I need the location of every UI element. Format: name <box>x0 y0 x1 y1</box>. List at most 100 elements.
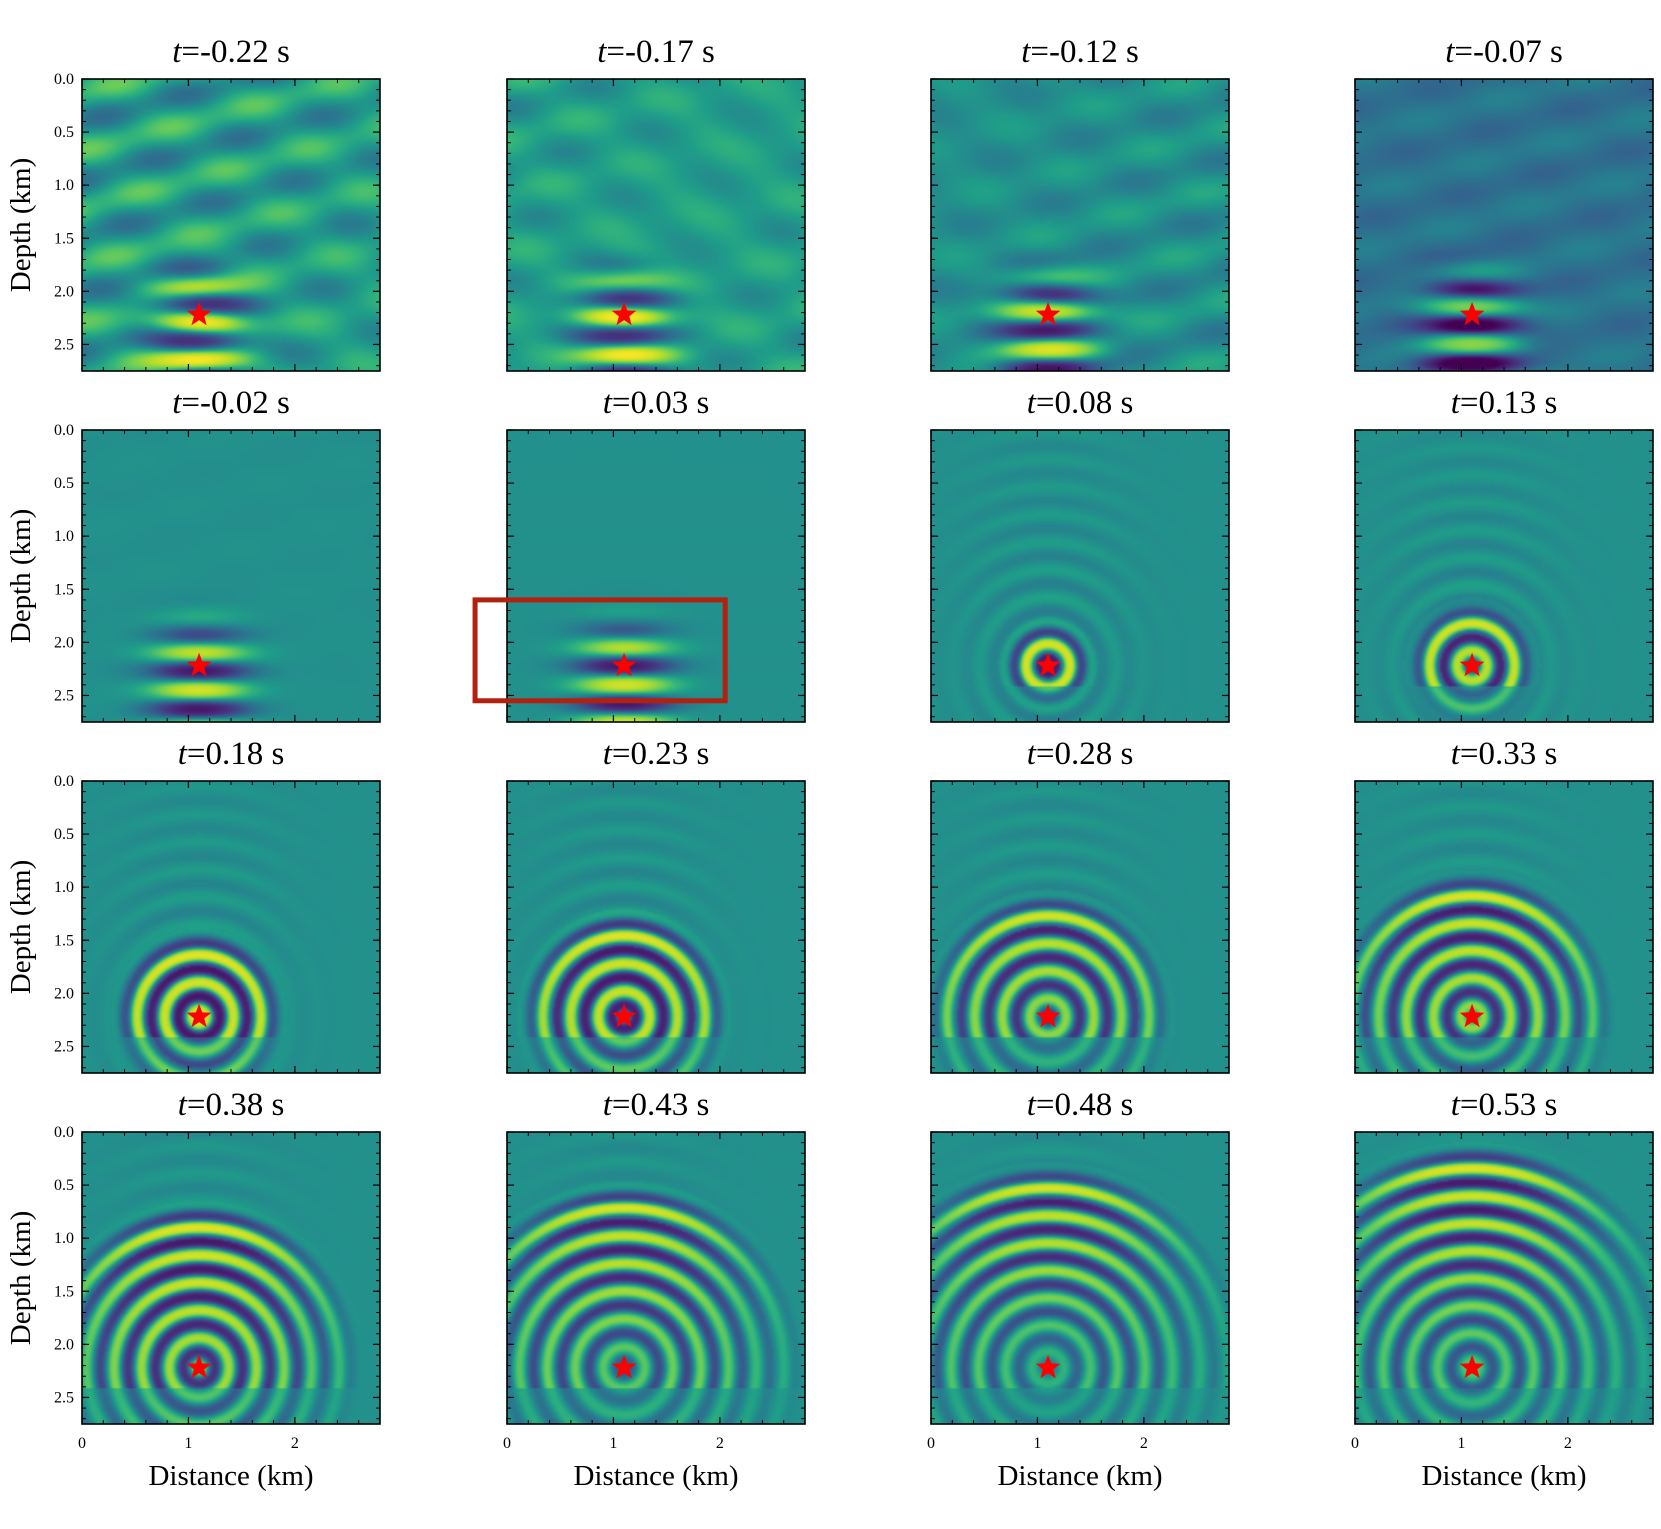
y-tick-label: 0.5 <box>54 1177 74 1194</box>
title-time-symbol: t <box>597 34 607 70</box>
panel-title: t=0.38 s <box>178 1087 285 1123</box>
x-tick-label: 2 <box>1140 1435 1148 1452</box>
panel-title: t=0.53 s <box>1451 1087 1558 1123</box>
wavefield-heatmap <box>507 1132 805 1424</box>
panel-12: t=0.33 s <box>1354 736 1654 1074</box>
y-tick-label: 2.5 <box>54 1389 74 1406</box>
y-tick-label: 1.0 <box>54 528 74 545</box>
title-time-symbol: t <box>603 736 613 772</box>
y-tick-label: 2.0 <box>54 985 74 1002</box>
y-tick-label: 1.0 <box>54 1230 74 1247</box>
title-time-value: =0.53 s <box>1460 1087 1557 1123</box>
y-tick-label: 1.5 <box>54 230 74 247</box>
source-star-marker <box>611 652 637 677</box>
x-tick-label: 1 <box>184 1435 192 1452</box>
x-axis-label: Distance (km) <box>148 1460 313 1492</box>
title-time-symbol: t <box>1451 736 1461 772</box>
panel-title: t=0.13 s <box>1451 385 1558 421</box>
wavefield-heatmap <box>82 781 380 1073</box>
wavefield-heatmap <box>82 430 380 722</box>
panel-title: t=-0.02 s <box>172 385 290 421</box>
panel-title: t=0.23 s <box>603 736 710 772</box>
panel-8: t=0.13 s <box>1354 385 1654 723</box>
title-time-value: =0.03 s <box>612 385 709 421</box>
y-tick-label: 0.5 <box>54 475 74 492</box>
highlight-box <box>472 597 728 704</box>
x-tick-label: 1 <box>1457 1435 1465 1452</box>
y-tick-label: 0.5 <box>54 124 74 141</box>
wavefield-heatmap <box>931 781 1229 1073</box>
panel-4: t=-0.07 s <box>1354 34 1654 372</box>
source-star-marker <box>611 301 637 326</box>
wavefield-heatmap <box>82 79 380 371</box>
y-tick-label: 2.0 <box>54 1336 74 1353</box>
y-axis-label: Depth (km) <box>5 509 37 644</box>
y-tick-label: 0.0 <box>54 71 74 88</box>
y-tick-label: 1.0 <box>54 177 74 194</box>
title-time-symbol: t <box>603 1087 613 1123</box>
wavefield-heatmap <box>1355 781 1653 1073</box>
panel-2: t=-0.17 s <box>506 34 806 372</box>
panel-1: t=-0.22 s 0.0 0.5 1.0 1.5 2.0 2.5 Depth (km) <box>5 34 381 372</box>
source-star-marker <box>1035 652 1061 677</box>
x-tick-label: 1 <box>1033 1435 1041 1452</box>
source-star-marker <box>186 1003 212 1028</box>
title-time-value: =-0.02 s <box>181 385 289 421</box>
panel-15: t=0.48 s 0 1 2 Distance (km) <box>927 1087 1230 1492</box>
y-tick-label: 2.5 <box>54 1038 74 1055</box>
title-time-value: =0.43 s <box>612 1087 709 1123</box>
title-time-symbol: t <box>1021 34 1031 70</box>
y-tick-label: 1.5 <box>54 932 74 949</box>
y-axis-label: Depth (km) <box>5 1211 37 1346</box>
title-time-value: =0.18 s <box>187 736 284 772</box>
panel-title: t=0.28 s <box>1027 736 1134 772</box>
y-tick-label: 0.0 <box>54 1124 74 1141</box>
title-time-value: =-0.17 s <box>606 34 714 70</box>
y-tick-label: 0.5 <box>54 826 74 843</box>
y-tick-label: 1.0 <box>54 879 74 896</box>
panel-3: t=-0.12 s <box>930 34 1230 372</box>
x-tick-label: 2 <box>1564 1435 1572 1452</box>
y-axis-label: Depth (km) <box>5 860 37 995</box>
title-time-symbol: t <box>178 736 188 772</box>
x-axis-label: Distance (km) <box>997 1460 1162 1492</box>
x-tick-label: 0 <box>927 1435 935 1452</box>
panel-title: t=-0.22 s <box>172 34 290 70</box>
y-tick-label: 1.5 <box>54 1283 74 1300</box>
panel-title: t=-0.17 s <box>597 34 715 70</box>
source-star-marker <box>611 1354 637 1379</box>
source-star-marker <box>186 652 212 677</box>
x-tick-label: 0 <box>1351 1435 1359 1452</box>
panel-title: t=-0.07 s <box>1445 34 1563 70</box>
panel-title: t=-0.12 s <box>1021 34 1139 70</box>
wavefield-heatmap <box>931 1132 1229 1424</box>
wavefield-heatmap <box>507 430 805 722</box>
source-star-marker <box>186 1354 212 1379</box>
wavefield-heatmap <box>507 79 805 371</box>
source-star-marker <box>1459 1354 1485 1379</box>
panel-7: t=0.08 s <box>930 385 1230 723</box>
x-tick-label: 1 <box>609 1435 617 1452</box>
title-time-symbol: t <box>172 385 182 421</box>
wavefield-heatmap <box>931 79 1229 371</box>
x-tick-label: 2 <box>716 1435 724 1452</box>
source-star-marker <box>611 1003 637 1028</box>
title-time-value: =-0.07 s <box>1454 34 1562 70</box>
title-time-value: =0.33 s <box>1460 736 1557 772</box>
x-tick-label: 0 <box>503 1435 511 1452</box>
source-star-marker <box>1459 301 1485 326</box>
panel-title: t=0.48 s <box>1027 1087 1134 1123</box>
title-time-symbol: t <box>172 34 182 70</box>
panel-16: t=0.53 s 0 1 2 Distance (km) <box>1351 1087 1654 1492</box>
title-time-value: =0.23 s <box>612 736 709 772</box>
y-tick-label: 1.5 <box>54 581 74 598</box>
wavefield-heatmap <box>1355 79 1653 371</box>
title-time-value: =0.13 s <box>1460 385 1557 421</box>
panel-13: t=0.38 s 0.0 0.5 1.0 1.5 2.0 2.5 0 1 2 Depth (km) D… <box>5 1087 381 1492</box>
source-star-marker <box>1035 1003 1061 1028</box>
x-axis-label: Distance (km) <box>1421 1460 1586 1492</box>
wavefield-heatmap <box>1355 1132 1653 1424</box>
x-axis-label: Distance (km) <box>573 1460 738 1492</box>
